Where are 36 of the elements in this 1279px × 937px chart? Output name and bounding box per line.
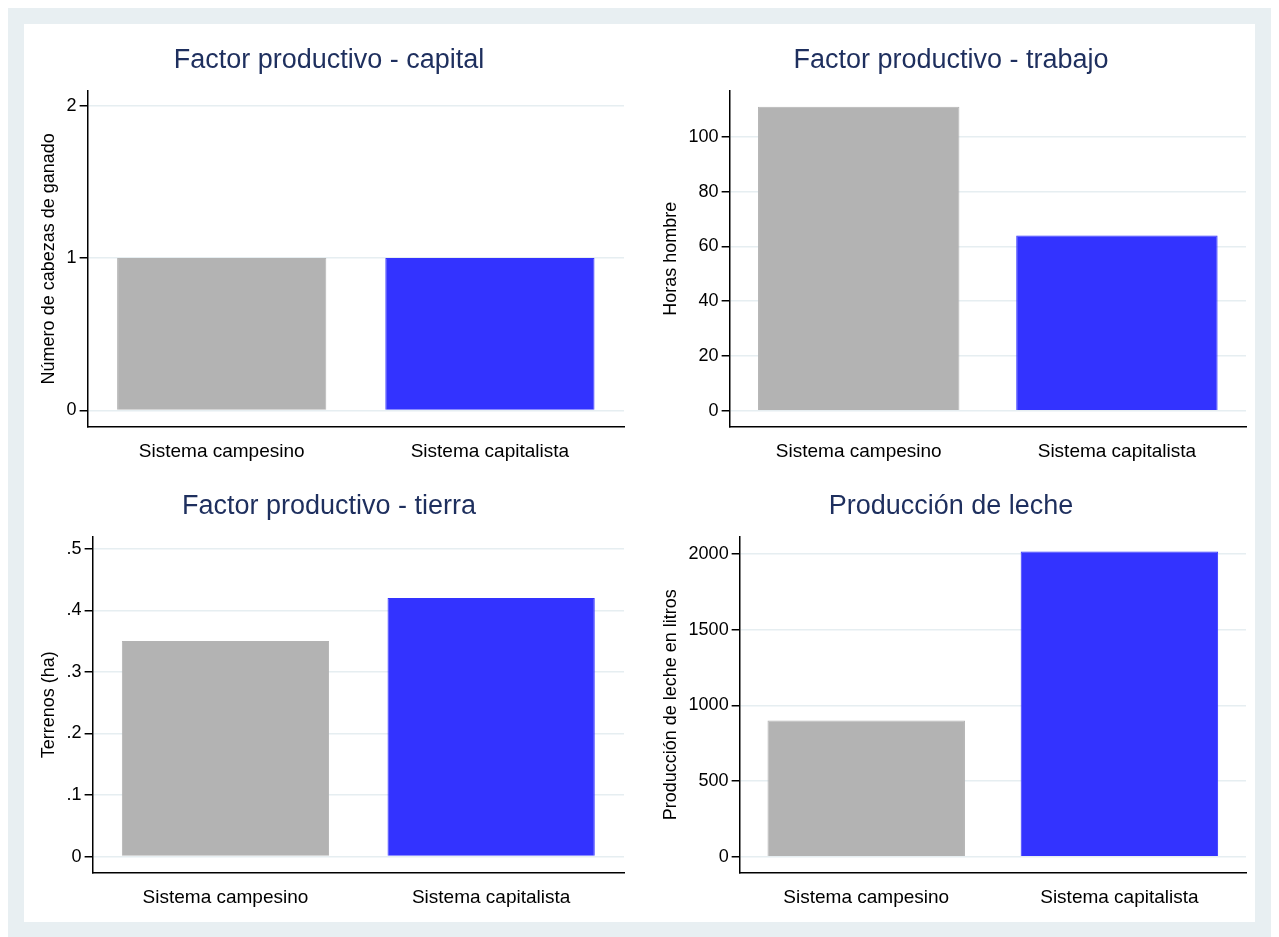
y-tick-label: .1: [66, 783, 82, 804]
y-tick-label: 0: [708, 399, 719, 420]
x-tick-label: Sistema campesino: [775, 439, 942, 461]
x-tick-label: Sistema campesino: [138, 439, 305, 461]
chart-title: Factor productivo - tierra: [181, 489, 478, 520]
x-tick-label: Sistema capitalista: [410, 439, 570, 461]
y-tick-label: 1: [66, 247, 77, 268]
y-tick-label: .3: [66, 660, 82, 681]
y-tick-label: 2: [66, 94, 77, 115]
y-tick-label: 2000: [688, 542, 729, 563]
y-tick-label: 1000: [688, 694, 729, 715]
x-tick-label: Sistema campesino: [142, 885, 309, 907]
y-tick-label: 100: [688, 125, 719, 146]
y-axis-title: Horas hombre: [659, 201, 680, 316]
x-tick-label: Sistema capitalista: [1037, 439, 1197, 461]
y-tick-label: 0: [66, 399, 77, 420]
y-axis-title: Producción de leche en litros: [659, 589, 680, 821]
y-tick-label: 80: [698, 180, 719, 201]
y-tick-label: 1500: [688, 618, 729, 639]
chart-title: Factor productivo - capital: [173, 43, 485, 74]
y-tick-label: 500: [698, 769, 729, 790]
chart-title: Producción de leche: [828, 489, 1074, 520]
y-tick-label: 0: [718, 845, 729, 866]
chart-title: Factor productivo - trabajo: [793, 43, 1109, 74]
x-tick-label: Sistema capitalista: [1040, 885, 1200, 907]
x-tick-label: Sistema capitalista: [411, 885, 571, 907]
y-tick-label: 0: [71, 845, 82, 866]
y-axis-title: Número de cabezas de ganado: [37, 133, 58, 385]
y-tick-label: .5: [66, 537, 82, 558]
y-tick-label: 20: [698, 344, 719, 365]
y-tick-label: 40: [698, 290, 719, 311]
x-tick-label: Sistema campesino: [783, 885, 950, 907]
y-tick-label: 60: [698, 235, 719, 256]
y-axis-title: Terrenos (ha): [37, 651, 58, 759]
y-tick-label: .4: [66, 599, 82, 620]
y-tick-label: .2: [66, 722, 82, 743]
